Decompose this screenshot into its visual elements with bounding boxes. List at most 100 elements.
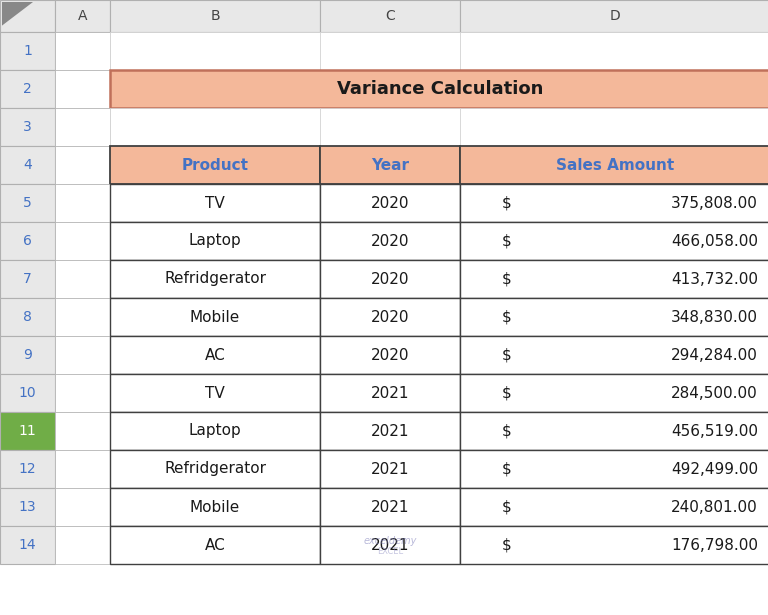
Bar [320, 32, 460, 70]
Text: 176,798.00: 176,798.00 [671, 538, 758, 552]
Text: 413,732.00: 413,732.00 [671, 271, 758, 287]
Bar [0, 32, 55, 70]
Bar [55, 0, 110, 32]
Bar [320, 298, 460, 336]
Text: $: $ [502, 196, 511, 210]
Text: Year: Year [371, 157, 409, 172]
Bar [55, 412, 110, 450]
Bar [55, 374, 110, 412]
Bar [320, 108, 460, 146]
Bar [110, 260, 320, 298]
Text: 4: 4 [23, 158, 32, 172]
Bar [320, 184, 460, 222]
Text: 2021: 2021 [371, 499, 409, 515]
Bar [55, 108, 110, 146]
Bar [55, 488, 110, 526]
Text: AC: AC [204, 538, 225, 552]
Bar [460, 184, 768, 222]
Bar [55, 222, 110, 260]
Text: B: B [210, 9, 220, 23]
Bar [460, 298, 768, 336]
Text: $: $ [502, 461, 511, 477]
Text: 8: 8 [23, 310, 32, 324]
Text: exceldemy: exceldemy [363, 536, 417, 546]
Text: 10: 10 [18, 386, 36, 400]
Bar [55, 260, 110, 298]
Text: 492,499.00: 492,499.00 [671, 461, 758, 477]
Text: TV: TV [205, 386, 225, 400]
Bar [0, 336, 55, 374]
Bar [320, 526, 460, 564]
Bar [0, 412, 55, 450]
Text: EXCEL: EXCEL [377, 547, 403, 557]
Bar [320, 336, 460, 374]
Text: 375,808.00: 375,808.00 [671, 196, 758, 210]
Bar [110, 108, 320, 146]
Text: $: $ [502, 271, 511, 287]
Text: Mobile: Mobile [190, 499, 240, 515]
Polygon shape [2, 2, 33, 26]
Bar [0, 450, 55, 488]
Bar [55, 298, 110, 336]
Text: 2020: 2020 [371, 196, 409, 210]
Bar [110, 222, 320, 260]
Text: D: D [610, 9, 621, 23]
Text: $: $ [502, 347, 511, 362]
Bar [55, 526, 110, 564]
Text: 2020: 2020 [371, 271, 409, 287]
Bar [0, 0, 55, 32]
Text: 1: 1 [23, 44, 32, 58]
Text: TV: TV [205, 196, 225, 210]
Text: 466,058.00: 466,058.00 [671, 234, 758, 248]
Bar [55, 32, 110, 70]
Text: 294,284.00: 294,284.00 [671, 347, 758, 362]
Bar [460, 450, 768, 488]
Text: 7: 7 [23, 272, 32, 286]
Bar [0, 260, 55, 298]
Bar [55, 336, 110, 374]
Bar [460, 146, 768, 184]
Text: 240,801.00: 240,801.00 [671, 499, 758, 515]
Bar [110, 336, 320, 374]
Bar [110, 488, 320, 526]
Bar [110, 374, 320, 412]
Bar [0, 374, 55, 412]
Text: Refridgerator: Refridgerator [164, 461, 266, 477]
Bar [0, 526, 55, 564]
Bar [320, 260, 460, 298]
Bar [320, 222, 460, 260]
Bar [0, 146, 55, 184]
Bar [460, 108, 768, 146]
Bar [0, 108, 55, 146]
Bar [0, 184, 55, 222]
Bar [110, 0, 320, 32]
Text: 14: 14 [18, 538, 36, 552]
Text: Refridgerator: Refridgerator [164, 271, 266, 287]
Bar [110, 526, 320, 564]
Text: Laptop: Laptop [189, 234, 241, 248]
Text: 6: 6 [23, 234, 32, 248]
Text: Mobile: Mobile [190, 309, 240, 325]
Bar [55, 70, 110, 108]
Text: Variance Calculation: Variance Calculation [337, 80, 543, 98]
Text: $: $ [502, 386, 511, 400]
Bar [320, 374, 460, 412]
Text: 13: 13 [18, 500, 36, 514]
Bar [320, 412, 460, 450]
Text: 2020: 2020 [371, 234, 409, 248]
Bar [110, 70, 768, 108]
Bar [320, 0, 460, 32]
Bar [460, 412, 768, 450]
Text: 348,830.00: 348,830.00 [671, 309, 758, 325]
Text: $: $ [502, 424, 511, 438]
Bar [110, 146, 320, 184]
Bar [460, 488, 768, 526]
Text: 456,519.00: 456,519.00 [671, 424, 758, 438]
Bar [55, 450, 110, 488]
Bar [55, 146, 110, 184]
Text: AC: AC [204, 347, 225, 362]
Bar [460, 32, 768, 70]
Text: C: C [385, 9, 395, 23]
Bar [460, 336, 768, 374]
Text: Laptop: Laptop [189, 424, 241, 438]
